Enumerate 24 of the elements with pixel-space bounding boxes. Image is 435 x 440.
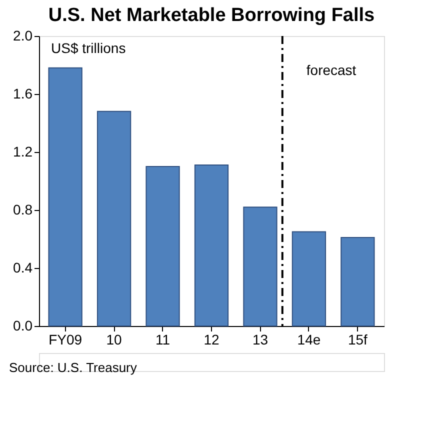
bar	[48, 67, 82, 326]
bar	[194, 164, 229, 326]
y-tick-label: 2.0	[13, 28, 33, 44]
bar	[292, 231, 326, 326]
y-tick-label: 0.8	[13, 202, 33, 218]
y-tick-label: 0.4	[13, 260, 33, 276]
x-tick-label: 10	[106, 332, 122, 348]
y-tick-label: 0.0	[13, 318, 33, 334]
x-tick-label: 11	[156, 332, 170, 348]
x-tick-label: 12	[204, 332, 220, 348]
bar	[96, 110, 132, 326]
x-tick-label: 15f	[348, 332, 368, 348]
source-note: Source: U.S. Treasury	[9, 360, 138, 375]
bar	[146, 166, 180, 326]
x-tick-label: FY09	[48, 332, 82, 348]
bar	[340, 237, 375, 326]
y-tick-label: 1.6	[13, 86, 33, 102]
y-axis-title: US$ trillions	[51, 40, 126, 56]
chart-title: U.S. Net Marketable Borrowing Falls	[48, 5, 375, 26]
bar	[243, 206, 278, 326]
y-tick-label: 1.2	[13, 144, 33, 160]
x-tick-label: 14e	[297, 332, 321, 348]
x-tick-label: 13	[252, 332, 268, 348]
ref-line-label: forecast	[306, 62, 356, 78]
